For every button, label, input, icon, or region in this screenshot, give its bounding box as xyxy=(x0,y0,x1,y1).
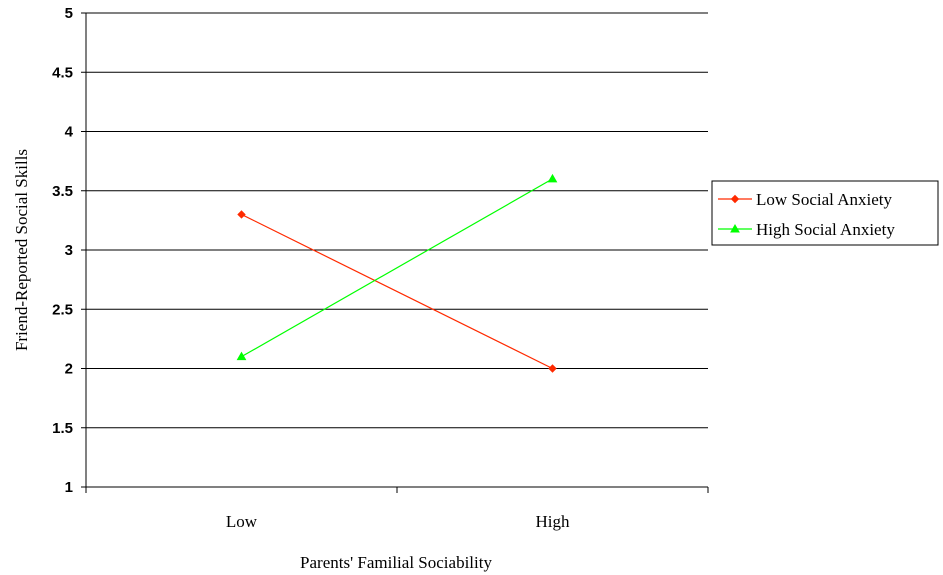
y-tick-label: 2 xyxy=(65,361,73,378)
legend-marker xyxy=(730,194,740,204)
y-axis-title: Friend-Reported Social Skills xyxy=(12,149,31,351)
series-line xyxy=(241,213,553,370)
y-tick-label: 1 xyxy=(65,479,73,496)
series-0 xyxy=(237,210,557,373)
y-tick-label: 4 xyxy=(65,124,74,141)
y-tick-label: 1.5 xyxy=(52,420,73,437)
y-tick-label: 5 xyxy=(65,5,73,22)
axes xyxy=(81,12,709,493)
x-tick-labels: Low High xyxy=(226,512,570,531)
data-point xyxy=(237,210,246,219)
y-tick-label: 3.5 xyxy=(52,183,73,200)
series-1 xyxy=(236,173,558,361)
x-tick-label: High xyxy=(536,512,571,531)
legend-items: Low Social Anxiety High Social Anxiety xyxy=(718,190,895,239)
x-axis-title: Parents' Familial Sociability xyxy=(300,553,492,572)
data-point xyxy=(236,351,247,361)
data-point xyxy=(548,364,557,373)
x-tick-label: Low xyxy=(226,512,258,531)
y-tick-label: 4.5 xyxy=(52,64,73,81)
legend-item: High Social Anxiety xyxy=(718,220,895,239)
legend-label: High Social Anxiety xyxy=(756,220,895,239)
y-tick-labels: 1 1.5 2 2.5 3 3.5 4 4.5 5 xyxy=(52,5,74,496)
data-point xyxy=(547,173,558,183)
series xyxy=(236,173,558,373)
y-tick-label: 3 xyxy=(65,242,73,259)
legend-item: Low Social Anxiety xyxy=(718,190,892,209)
y-tick-label: 2.5 xyxy=(52,301,73,318)
legend-box xyxy=(711,180,939,246)
gridlines xyxy=(86,12,708,429)
legend: Low Social Anxiety High Social Anxiety xyxy=(711,180,939,246)
legend-label: Low Social Anxiety xyxy=(756,190,892,209)
series-line xyxy=(241,178,553,358)
legend-marker xyxy=(730,223,740,233)
